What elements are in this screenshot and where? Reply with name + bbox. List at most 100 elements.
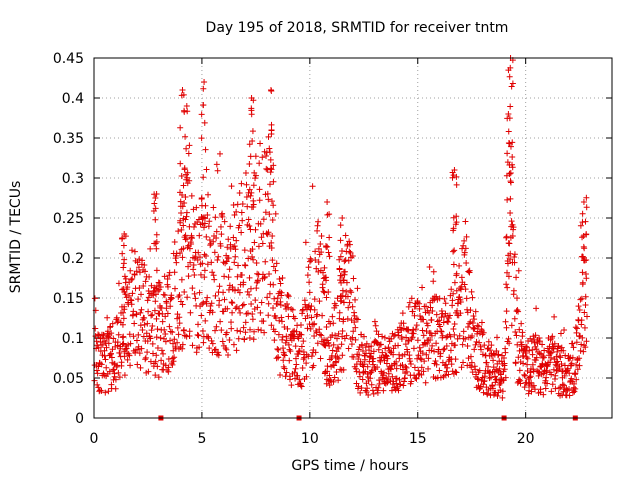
data-point	[182, 236, 189, 243]
data-point	[427, 337, 434, 344]
data-point	[252, 226, 259, 233]
data-point	[120, 340, 127, 347]
data-point	[579, 210, 586, 217]
data-point	[153, 352, 160, 359]
data-point	[197, 271, 204, 278]
data-point	[145, 308, 152, 315]
data-point	[370, 348, 377, 355]
data-point	[247, 326, 254, 333]
data-point	[504, 260, 511, 267]
data-point	[239, 302, 246, 309]
data-point	[460, 242, 467, 249]
data-point	[468, 359, 475, 366]
data-point	[285, 341, 292, 348]
data-point	[147, 245, 154, 252]
data-point	[94, 381, 101, 388]
data-point	[474, 375, 481, 382]
data-point	[213, 228, 220, 235]
data-point	[153, 191, 160, 197]
data-point	[540, 391, 547, 398]
data-point	[126, 352, 133, 359]
data-point	[187, 309, 194, 316]
data-point	[573, 376, 580, 383]
data-point	[499, 388, 506, 395]
data-point	[265, 196, 272, 203]
data-point	[504, 196, 511, 203]
data-point	[442, 361, 449, 368]
data-point	[426, 263, 433, 270]
data-point	[408, 378, 415, 385]
data-point	[514, 295, 521, 302]
data-point	[249, 246, 256, 253]
data-point	[343, 332, 350, 339]
data-point	[254, 277, 261, 284]
data-point	[119, 250, 126, 257]
data-point	[553, 353, 560, 360]
data-point	[548, 349, 555, 356]
data-point	[329, 313, 336, 320]
data-point	[260, 318, 267, 325]
data-point	[177, 189, 184, 196]
data-point	[221, 273, 228, 280]
data-point	[580, 199, 587, 205]
data-point	[254, 270, 261, 277]
data-point	[580, 348, 587, 355]
data-point	[453, 219, 460, 226]
data-point	[315, 268, 322, 275]
data-point	[401, 351, 408, 358]
data-point	[219, 213, 226, 220]
data-point	[423, 303, 430, 310]
data-point	[189, 342, 196, 349]
data-point	[238, 271, 245, 278]
data-point	[576, 306, 583, 313]
data-point	[568, 375, 575, 382]
data-point	[212, 214, 219, 221]
data-point	[325, 249, 332, 256]
data-point	[105, 388, 112, 395]
data-point	[104, 328, 111, 335]
data-point	[214, 256, 221, 263]
data-point	[264, 190, 271, 197]
data-point	[270, 178, 277, 185]
data-point	[371, 318, 378, 325]
data-point	[247, 153, 254, 160]
data-point	[182, 133, 189, 140]
data-point	[262, 258, 269, 265]
data-point	[495, 351, 502, 358]
y-axis-label: SRMTID / TECUs	[8, 181, 24, 294]
data-point	[184, 174, 191, 181]
data-point	[215, 349, 222, 356]
data-point	[204, 211, 211, 218]
data-point	[208, 337, 215, 344]
data-point	[453, 270, 460, 277]
data-point	[471, 316, 478, 323]
data-point	[199, 327, 206, 334]
data-point	[512, 360, 519, 367]
data-point	[308, 353, 315, 360]
data-point	[471, 346, 478, 353]
data-point	[149, 340, 156, 347]
data-point	[203, 300, 210, 307]
data-point	[139, 257, 146, 264]
data-point	[334, 335, 341, 342]
data-point	[265, 312, 272, 319]
data-point	[246, 161, 253, 168]
data-point	[186, 245, 193, 252]
data-point	[169, 355, 176, 362]
data-point	[236, 190, 243, 197]
data-point	[335, 377, 342, 384]
data-point	[336, 265, 343, 272]
data-point	[201, 267, 208, 274]
data-point	[92, 325, 99, 332]
data-point	[571, 380, 578, 387]
data-point	[322, 243, 329, 249]
data-point	[502, 349, 509, 356]
data-point	[115, 369, 122, 376]
data-point	[449, 368, 456, 375]
data-point	[307, 325, 314, 332]
data-point	[553, 359, 560, 366]
data-point	[168, 295, 175, 302]
data-point	[510, 224, 517, 231]
data-point	[192, 295, 199, 302]
data-point	[572, 385, 579, 392]
